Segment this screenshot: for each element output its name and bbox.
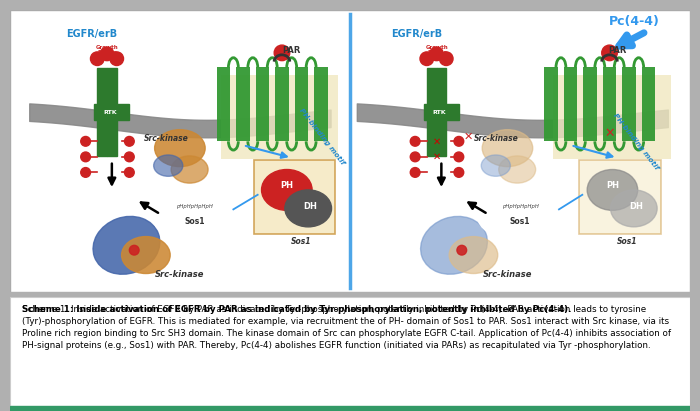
Bar (10, 406, 690, 411)
Text: Scheme 1: Inside activation of EGFR by PAR as indicated by Tyr-phosphorylation, : Scheme 1: Inside activation of EGFR by P… (22, 305, 571, 314)
Ellipse shape (498, 156, 536, 183)
Text: Factor: Factor (428, 51, 447, 55)
Text: ✕: ✕ (604, 127, 615, 140)
Bar (237, 67, 250, 141)
Bar (94, 104, 130, 120)
Circle shape (80, 152, 90, 162)
Ellipse shape (154, 155, 183, 176)
Circle shape (410, 152, 420, 162)
Text: Growth: Growth (426, 44, 449, 50)
FancyBboxPatch shape (580, 160, 661, 234)
Ellipse shape (587, 169, 638, 210)
FancyBboxPatch shape (220, 75, 338, 159)
Text: PH-binding motif: PH-binding motif (298, 107, 345, 166)
Ellipse shape (262, 169, 312, 210)
Bar (564, 67, 577, 141)
Bar (603, 67, 616, 141)
Circle shape (125, 168, 134, 177)
Bar (314, 67, 328, 141)
Bar (545, 67, 558, 141)
Bar (437, 68, 446, 156)
Bar (583, 67, 597, 141)
Bar (217, 67, 230, 141)
FancyBboxPatch shape (553, 75, 671, 159)
Ellipse shape (155, 129, 205, 166)
Text: Sos1: Sos1 (510, 217, 531, 226)
Text: PH-binding motif: PH-binding motif (612, 112, 660, 171)
Circle shape (420, 52, 433, 65)
Circle shape (110, 52, 123, 65)
Ellipse shape (152, 187, 237, 241)
Circle shape (440, 52, 453, 65)
Text: Sos1: Sos1 (617, 237, 637, 246)
Bar (295, 67, 308, 141)
Text: EGFR/erB: EGFR/erB (66, 30, 118, 39)
Bar (256, 67, 270, 141)
Bar (424, 104, 459, 120)
Text: Sos1: Sos1 (184, 217, 204, 226)
Bar (107, 68, 117, 156)
Text: PH: PH (606, 180, 619, 189)
Text: EGFR/erB: EGFR/erB (391, 30, 442, 39)
Bar (97, 68, 107, 156)
Bar (642, 67, 655, 141)
Circle shape (90, 52, 104, 65)
Circle shape (602, 45, 617, 61)
Text: Src-kinase: Src-kinase (155, 270, 204, 279)
Bar (427, 68, 437, 156)
Ellipse shape (610, 190, 657, 227)
Ellipse shape (172, 156, 208, 183)
Circle shape (410, 136, 420, 146)
Text: DH: DH (629, 202, 643, 211)
Ellipse shape (93, 217, 160, 274)
Text: PAR: PAR (608, 46, 626, 55)
Text: DH: DH (303, 202, 317, 211)
Circle shape (454, 152, 463, 162)
Text: Src-kinase: Src-kinase (483, 270, 532, 279)
Ellipse shape (481, 155, 510, 176)
Text: PH: PH (280, 180, 293, 189)
Text: RTK: RTK (433, 110, 446, 115)
Ellipse shape (285, 190, 332, 227)
FancyBboxPatch shape (254, 160, 335, 234)
Ellipse shape (482, 129, 533, 166)
Circle shape (457, 245, 467, 255)
Text: Growth: Growth (96, 44, 118, 50)
Text: pHpHpHpHpH: pHpHpHpHpH (176, 204, 213, 209)
Circle shape (80, 168, 90, 177)
Text: PAR: PAR (283, 46, 301, 55)
Text: pHpHpHpHpH: pHpHpHpHpH (502, 204, 538, 209)
Circle shape (430, 47, 443, 61)
Circle shape (454, 136, 463, 146)
Bar (275, 67, 289, 141)
Circle shape (274, 45, 290, 61)
Text: RTK: RTK (103, 110, 117, 115)
Text: Src-kinase: Src-kinase (144, 134, 189, 143)
Circle shape (454, 168, 463, 177)
Circle shape (125, 152, 134, 162)
Text: ✕: ✕ (464, 132, 473, 141)
Text: Factor: Factor (97, 51, 117, 55)
Circle shape (130, 245, 139, 255)
Ellipse shape (122, 237, 170, 273)
Circle shape (80, 136, 90, 146)
Text: Sos1: Sos1 (291, 237, 312, 246)
Circle shape (100, 47, 114, 61)
Text: ✕: ✕ (433, 152, 440, 162)
Ellipse shape (477, 187, 563, 241)
Text: Scheme 1: Inside activation of EGFR by PAR as indicated by Tyr-phosphorylation, : Scheme 1: Inside activation of EGFR by P… (22, 305, 671, 350)
Text: Src-kinase: Src-kinase (473, 134, 518, 143)
Text: ✕: ✕ (433, 136, 440, 146)
Circle shape (125, 136, 134, 146)
Bar (622, 67, 636, 141)
Circle shape (410, 168, 420, 177)
Ellipse shape (421, 217, 487, 274)
Text: Pc(4-4): Pc(4-4) (608, 15, 659, 28)
Ellipse shape (449, 237, 498, 273)
